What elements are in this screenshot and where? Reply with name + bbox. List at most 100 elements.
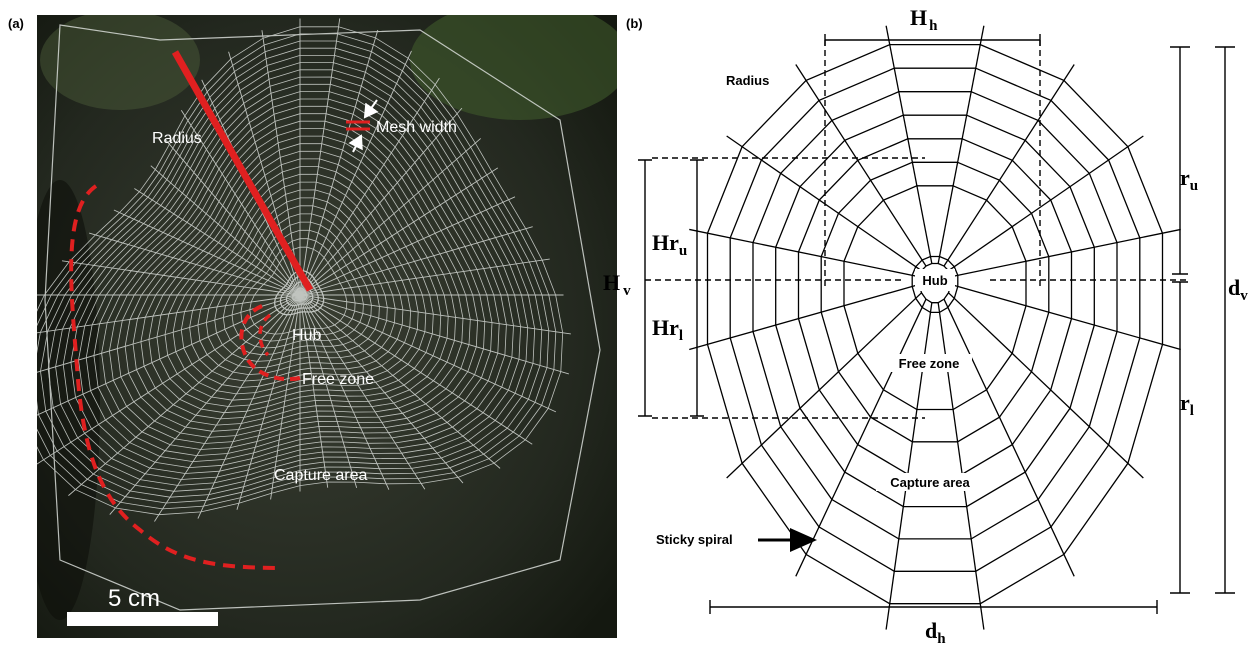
web-spiral xyxy=(172,173,419,395)
web-spiral xyxy=(140,143,449,420)
web-radius xyxy=(61,260,301,296)
web-radius xyxy=(134,188,301,296)
mesh-arrow xyxy=(348,134,363,153)
web-radius xyxy=(197,294,301,519)
web-spiral xyxy=(116,120,471,438)
web-radius xyxy=(689,283,920,351)
radius-label: Radius xyxy=(726,73,769,88)
web-radius xyxy=(165,139,301,296)
sticky-spiral-label: Sticky spiral xyxy=(656,532,733,547)
web-spiral xyxy=(205,205,388,369)
web-spiral xyxy=(78,83,507,469)
dim-rl: rl xyxy=(1180,390,1194,419)
web-spiral xyxy=(292,287,308,302)
web-radius xyxy=(726,292,922,479)
radius-label: Radius xyxy=(152,130,202,147)
web-radius xyxy=(299,138,481,296)
web-spiral xyxy=(148,150,442,414)
web-spiral xyxy=(93,98,493,457)
web-spiral xyxy=(40,47,543,498)
web-radius xyxy=(299,294,569,375)
web-radius xyxy=(943,298,1075,577)
web-spiral xyxy=(70,76,514,474)
dim-hru: Hru xyxy=(652,230,687,259)
web-radius xyxy=(726,135,922,272)
web-schematic xyxy=(689,25,1181,630)
web-radius xyxy=(154,294,301,522)
dim-hrl: Hrl xyxy=(652,315,683,344)
web-spiral xyxy=(231,229,364,349)
panel-label: (b) xyxy=(626,16,643,31)
web-spiral xyxy=(37,33,557,510)
web-radius xyxy=(270,294,301,500)
web-spiral xyxy=(108,113,479,444)
web-radius xyxy=(37,294,301,334)
panel-label: (a) xyxy=(8,16,24,31)
web-spiral xyxy=(214,213,380,362)
web-radius xyxy=(299,196,516,296)
scale-bar-label: 5 cm xyxy=(108,585,160,612)
web-radius xyxy=(795,64,927,267)
web-spiral xyxy=(101,105,486,450)
web-spiral xyxy=(279,275,319,311)
web-ring xyxy=(775,114,1095,508)
web-ring xyxy=(706,43,1164,605)
web-radius xyxy=(299,294,501,469)
web-radius xyxy=(885,25,933,264)
web-radius xyxy=(150,165,301,296)
web-radius xyxy=(236,294,301,510)
web-radius xyxy=(943,64,1075,267)
web-radius xyxy=(37,294,301,416)
web-spiral xyxy=(180,181,412,388)
web-photo xyxy=(37,15,617,638)
web-radius xyxy=(261,30,301,296)
web-ring xyxy=(729,67,1141,572)
web-radius xyxy=(689,228,920,278)
web-ring xyxy=(843,185,1027,411)
web-spiral xyxy=(55,62,529,486)
web-radius xyxy=(950,283,1181,351)
web-radius xyxy=(299,29,379,296)
web-radius xyxy=(299,294,464,484)
web-spiral xyxy=(156,158,434,407)
web-radius xyxy=(89,232,301,296)
label-bg xyxy=(876,473,984,491)
label-bg xyxy=(886,354,972,372)
web-radius xyxy=(299,294,426,490)
free-zone-label: Free zone xyxy=(899,356,960,371)
capture-boundary xyxy=(69,184,283,570)
web-radius xyxy=(37,294,301,373)
web-radius xyxy=(299,294,329,488)
free-zone-label: Free zone xyxy=(302,371,374,388)
web-radius xyxy=(299,294,557,413)
web-spiral xyxy=(47,55,536,492)
web-radius xyxy=(299,18,341,296)
web-spiral xyxy=(85,91,500,463)
web-radius xyxy=(299,294,390,490)
web-radius xyxy=(299,294,533,445)
web-spiral xyxy=(37,40,550,504)
web-radius xyxy=(299,294,358,489)
dim-ru: ru xyxy=(1180,165,1198,194)
capture-area-label: Capture area xyxy=(274,467,367,484)
web-ring xyxy=(752,91,1118,540)
web-radius xyxy=(299,77,440,296)
web-spiral xyxy=(197,197,396,376)
web-spiral xyxy=(62,69,522,480)
web-ring xyxy=(820,161,1050,443)
web-spiral xyxy=(240,238,356,342)
web-radius xyxy=(299,50,412,296)
web-spiral xyxy=(37,26,564,516)
web-spiral xyxy=(273,270,325,316)
web-radius xyxy=(299,167,499,296)
web-radius xyxy=(113,209,301,296)
web-radius xyxy=(950,228,1181,278)
web-radius xyxy=(937,25,985,264)
web-spiral xyxy=(132,135,457,426)
dimension-lines xyxy=(638,34,1235,614)
web-ring xyxy=(911,255,959,314)
